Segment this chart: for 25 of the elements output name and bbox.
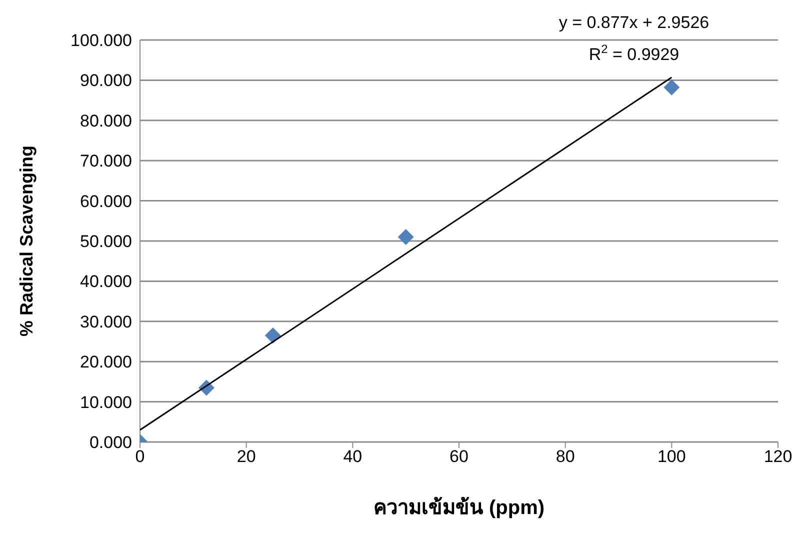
y-tick-label: 0.000 [89, 433, 132, 452]
y-tick-label: 40.000 [80, 272, 132, 292]
point [398, 228, 414, 245]
y-axis-title: % Radical Scavenging [16, 145, 36, 337]
annotation: R$^{2}$ = 0.9929 [588, 42, 680, 64]
y-tick-label: 60.000 [80, 192, 132, 211]
x-tick-label: 100 [657, 447, 686, 466]
x-tick-label: 20 [236, 447, 256, 466]
x-tick-label: 80 [556, 447, 575, 466]
x-tick-label: 40 [343, 447, 362, 466]
x-tick-label: 0 [135, 447, 145, 466]
y-tick-label: 100.000 [70, 31, 132, 50]
y-tick-label: 70.000 [80, 152, 132, 171]
y-tick-label: 30.000 [80, 312, 132, 332]
point [264, 327, 281, 344]
x-tick-label: 60 [450, 447, 468, 466]
x-axis-title: ความเข้มข้น (ppm) [373, 496, 545, 519]
y-tick-label: 20.000 [80, 352, 132, 372]
x-tick-label: 120 [764, 447, 792, 466]
text: y = 0.877x + 2.9526 [558, 13, 710, 32]
y-tick-label: 10.000 [80, 392, 132, 412]
y-tick-label: 80.000 [80, 111, 132, 130]
y-tick-label: 90.000 [80, 71, 132, 90]
y-tick-label: 50.000 [80, 232, 132, 252]
point [664, 79, 680, 96]
